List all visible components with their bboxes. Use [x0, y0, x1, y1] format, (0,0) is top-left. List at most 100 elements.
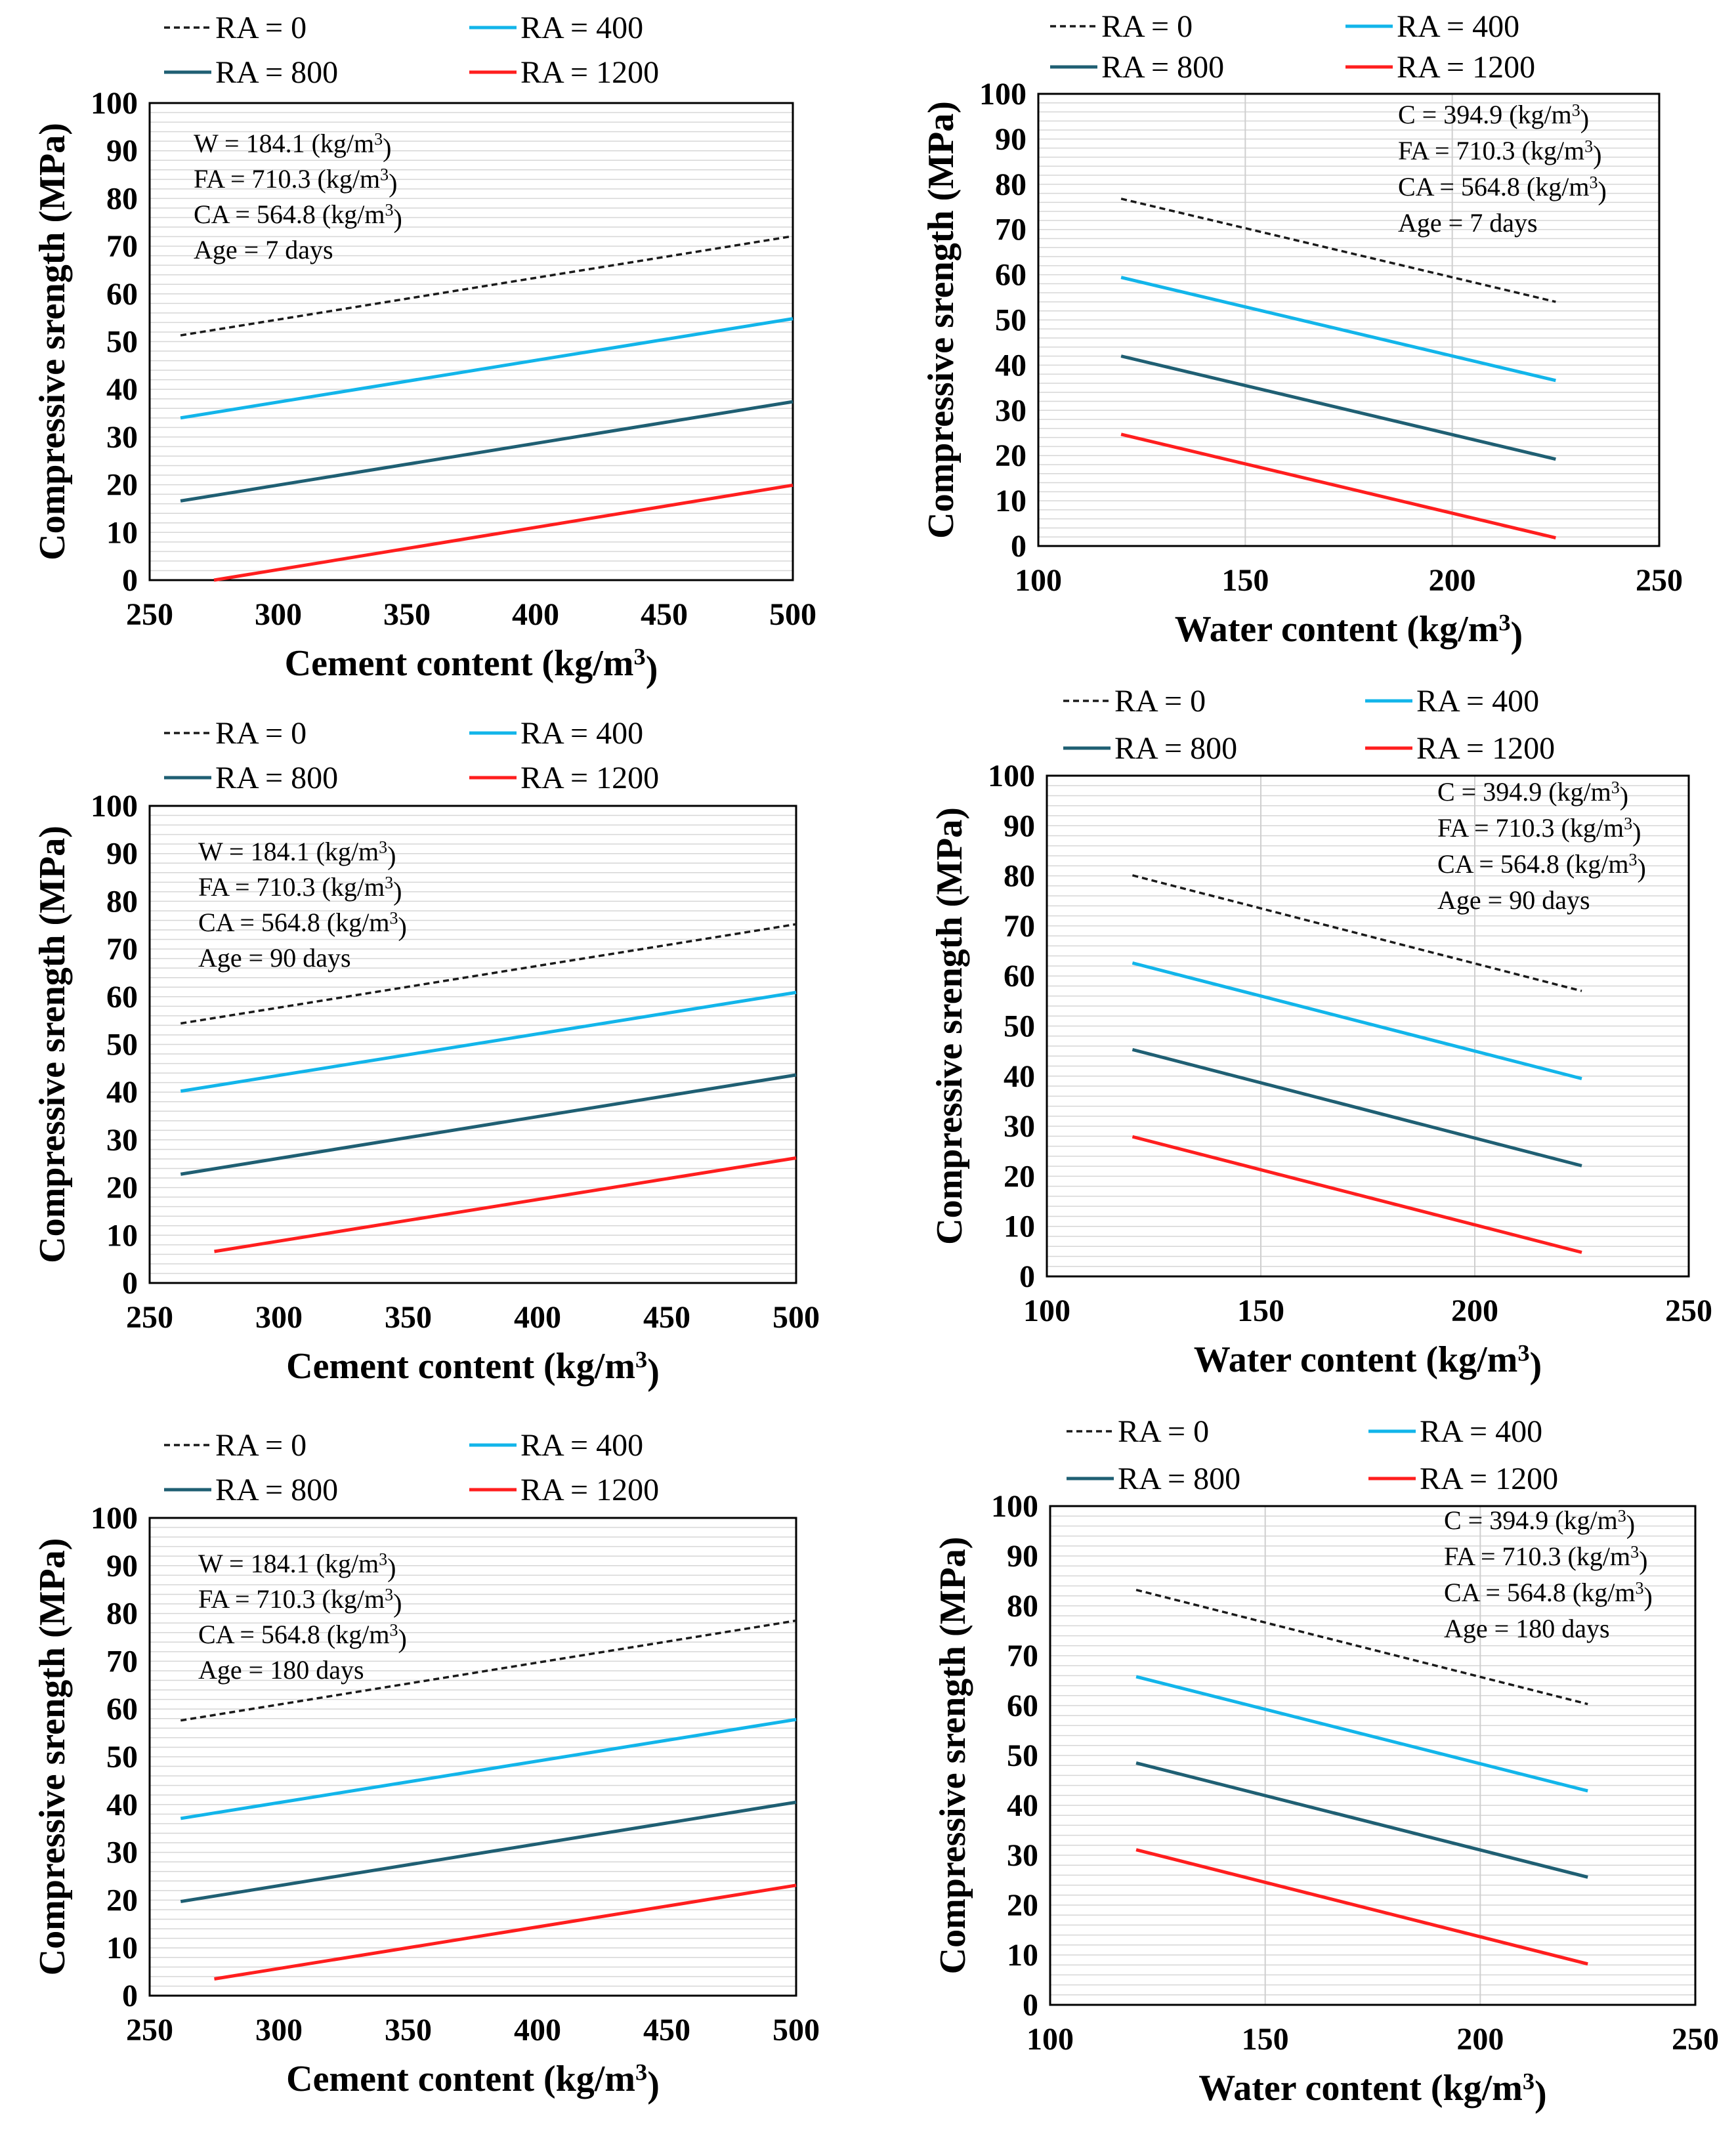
legend-label: RA = 400	[520, 716, 643, 751]
y-tick-label: 20	[995, 438, 1027, 473]
y-tick-label: 10	[995, 484, 1027, 518]
x-axis-title: Cement content (kg/m3)	[286, 2059, 660, 2105]
y-tick-label: 10	[1004, 1209, 1035, 1244]
series-line-1200	[1120, 432, 1556, 540]
parameter-annotation: Age = 7 days	[1398, 208, 1538, 238]
y-tick-label: 30	[106, 1836, 138, 1870]
x-tick-label: 100	[1027, 2022, 1074, 2057]
chart-panel-2: 0 10 20 30 40 50 60 70 80 90 100 100 150 200 250 Water …	[921, 9, 1683, 656]
y-tick-label: 70	[995, 213, 1027, 247]
y-tick-label: 0	[1019, 1259, 1035, 1294]
y-tick-label: 90	[106, 134, 138, 169]
y-tick-label: 100	[91, 789, 138, 824]
y-tick-label: 80	[106, 1597, 138, 1631]
y-tick-label: 100	[991, 1489, 1038, 1524]
y-tick-label: 60	[995, 258, 1027, 293]
y-tick-label: 0	[1023, 1988, 1038, 2023]
y-tick-label: 100	[91, 1501, 138, 1536]
y-tick-label: 40	[106, 1075, 138, 1110]
x-tick-label: 450	[643, 2013, 690, 2048]
y-tick-label: 10	[106, 1218, 138, 1253]
y-tick-label: 30	[1004, 1109, 1035, 1144]
x-tick-label: 300	[255, 597, 302, 632]
series-line-800	[180, 1800, 797, 1904]
y-tick-label: 100	[988, 759, 1035, 793]
x-tick-label: 400	[514, 1300, 561, 1335]
y-tick-label: 0	[1011, 529, 1027, 564]
parameter-annotation: C = 394.9 (kg/m3)	[1444, 1505, 1635, 1539]
y-axis-title: Compressive srength (MPa)	[32, 1538, 73, 1976]
x-tick-label: 350	[385, 1300, 432, 1335]
y-tick-label: 90	[1007, 1539, 1038, 1574]
legend-label: RA = 0	[1114, 684, 1206, 719]
series-line-1200	[1132, 1135, 1582, 1254]
parameter-annotation: W = 184.1 (kg/m3)	[194, 129, 391, 162]
y-tick-label: 10	[1007, 1938, 1038, 1973]
y-tick-label: 20	[1007, 1888, 1038, 1923]
x-axis-title: Cement content (kg/m3)	[285, 643, 658, 690]
x-tick-label: 250	[1672, 2022, 1719, 2057]
y-tick-label: 50	[1004, 1009, 1035, 1044]
x-tick-label: 450	[641, 597, 688, 632]
x-tick-label: 500	[769, 597, 816, 632]
x-tick-label: 200	[1456, 2022, 1504, 2057]
parameter-annotation: CA = 564.8 (kg/m3)	[198, 908, 407, 941]
legend-label: RA = 400	[1420, 1414, 1542, 1449]
series-line-400	[1135, 1675, 1588, 1793]
series-line-0	[180, 923, 797, 1025]
legend-label: RA = 400	[1416, 684, 1539, 719]
y-tick-label: 70	[1004, 909, 1035, 944]
x-tick-label: 100	[1023, 1293, 1070, 1328]
x-tick-label: 250	[126, 2013, 173, 2048]
y-tick-label: 40	[106, 372, 138, 407]
parameter-annotation: FA = 710.3 (kg/m3)	[194, 164, 397, 198]
parameter-annotation: Age = 180 days	[1444, 1614, 1610, 1643]
parameter-annotation: W = 184.1 (kg/m3)	[198, 837, 396, 870]
y-tick-label: 50	[995, 303, 1027, 338]
legend-label: RA = 800	[1101, 50, 1224, 85]
parameter-annotation: C = 394.9 (kg/m3)	[1437, 777, 1628, 810]
legend-label: RA = 1200	[1420, 1461, 1558, 1496]
legend-label: RA = 800	[215, 761, 338, 795]
series-line-1200	[213, 483, 794, 582]
legend-label: RA = 0	[215, 10, 307, 45]
y-tick-label: 30	[106, 1123, 138, 1158]
y-tick-label: 10	[106, 1931, 138, 1965]
x-tick-label: 100	[1015, 563, 1062, 598]
y-tick-label: 90	[106, 1549, 138, 1584]
series-line-0	[1120, 198, 1556, 303]
chart-panel-4: 0 10 20 30 40 50 60 70 80 90 100 100 150 200 250 Water …	[929, 684, 1712, 1386]
y-tick-label: 30	[1007, 1838, 1038, 1873]
plot-area	[1046, 774, 1690, 1278]
chart-panel-5: 0 10 20 30 40 50 60 70 80 90 100 250 300 350 400 450 500…	[32, 1428, 820, 2105]
y-tick-label: 50	[106, 1028, 138, 1062]
y-tick-label: 20	[1004, 1159, 1035, 1194]
y-tick-label: 60	[106, 277, 138, 312]
legend-label: RA = 0	[215, 1428, 307, 1463]
parameter-annotation: Age = 180 days	[198, 1655, 364, 1685]
series-line-0	[1132, 874, 1582, 992]
x-tick-label: 300	[255, 2013, 303, 2048]
parameter-annotation: CA = 564.8 (kg/m3)	[1398, 172, 1607, 205]
y-tick-label: 70	[106, 229, 138, 264]
gridlines	[150, 1526, 796, 1987]
parameter-annotation: W = 184.1 (kg/m3)	[198, 1549, 396, 1582]
x-tick-label: 250	[126, 1300, 173, 1335]
y-tick-label: 90	[995, 122, 1027, 157]
y-axis-title: Compressive srength (MPa)	[933, 1537, 973, 1975]
y-axis-title: Compressive srength (MPa)	[32, 826, 73, 1263]
x-tick-label: 500	[773, 2013, 820, 2048]
y-tick-label: 50	[1007, 1738, 1038, 1773]
parameter-annotation: FA = 710.3 (kg/m3)	[1398, 136, 1601, 169]
y-tick-label: 70	[1007, 1639, 1038, 1673]
plot-area	[148, 1517, 797, 1997]
x-tick-label: 500	[773, 1300, 820, 1335]
parameter-annotation: CA = 564.8 (kg/m3)	[194, 200, 402, 233]
y-tick-label: 70	[106, 1644, 138, 1679]
y-tick-label: 40	[1004, 1059, 1035, 1094]
chart-panel-3: 0 10 20 30 40 50 60 70 80 90 100 250 300 350 400 450 500…	[32, 716, 820, 1393]
y-tick-label: 50	[106, 1740, 138, 1774]
series-line-400	[1132, 961, 1582, 1081]
plot-area	[1037, 93, 1661, 547]
